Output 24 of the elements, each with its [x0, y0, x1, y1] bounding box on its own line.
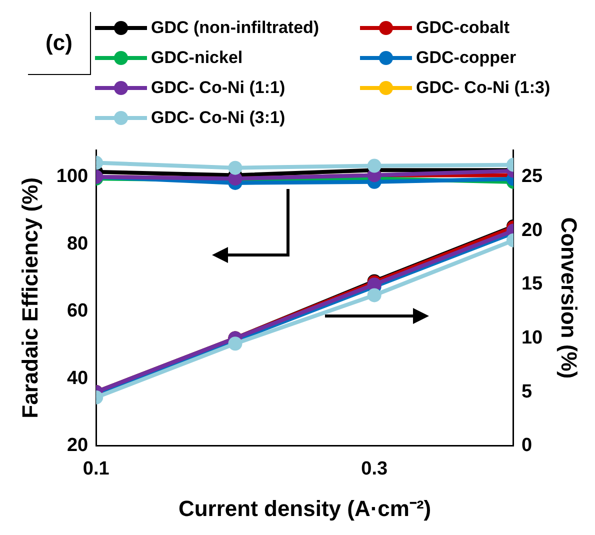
y2-tick-label: 5 [521, 381, 532, 402]
legend-label: GDC-copper [416, 48, 516, 68]
text: (c) [28, 12, 91, 75]
legend-label: GDC-cobalt [416, 18, 510, 38]
legend-label: GDC (non-infiltrated) [151, 18, 320, 38]
legend-label: GDC- Co-Ni (1:3) [416, 78, 550, 98]
y-tick-label: 60 [66, 300, 88, 322]
y2-tick-label: 20 [521, 220, 543, 241]
y-axis-title: Faradaic Efficiency (%) [17, 177, 42, 418]
y-tick-label: 20 [66, 435, 88, 456]
x-axis-title: Current density (A·cm⁻²) [178, 496, 432, 521]
legend-label: GDC- Co-Ni (1:1) [151, 78, 286, 98]
y-tick-label: 40 [66, 368, 88, 389]
y2-tick-label: 10 [521, 327, 543, 348]
x-tick-label: 0.1 [82, 458, 110, 480]
legend-label: GDC- Co-Ni (3:1) [151, 108, 286, 128]
legend-label: GDC-nickel [151, 48, 243, 68]
y2-axis-title: Conversion (%) [556, 217, 582, 379]
y2-tick-label: 0 [521, 435, 532, 456]
y2-tick-label: 25 [521, 166, 544, 188]
y-tick-label: 100 [56, 166, 88, 188]
y-tick-label: 80 [66, 233, 88, 254]
y2-tick-label: 15 [521, 274, 544, 295]
x-tick-label: 0.3 [361, 458, 388, 480]
